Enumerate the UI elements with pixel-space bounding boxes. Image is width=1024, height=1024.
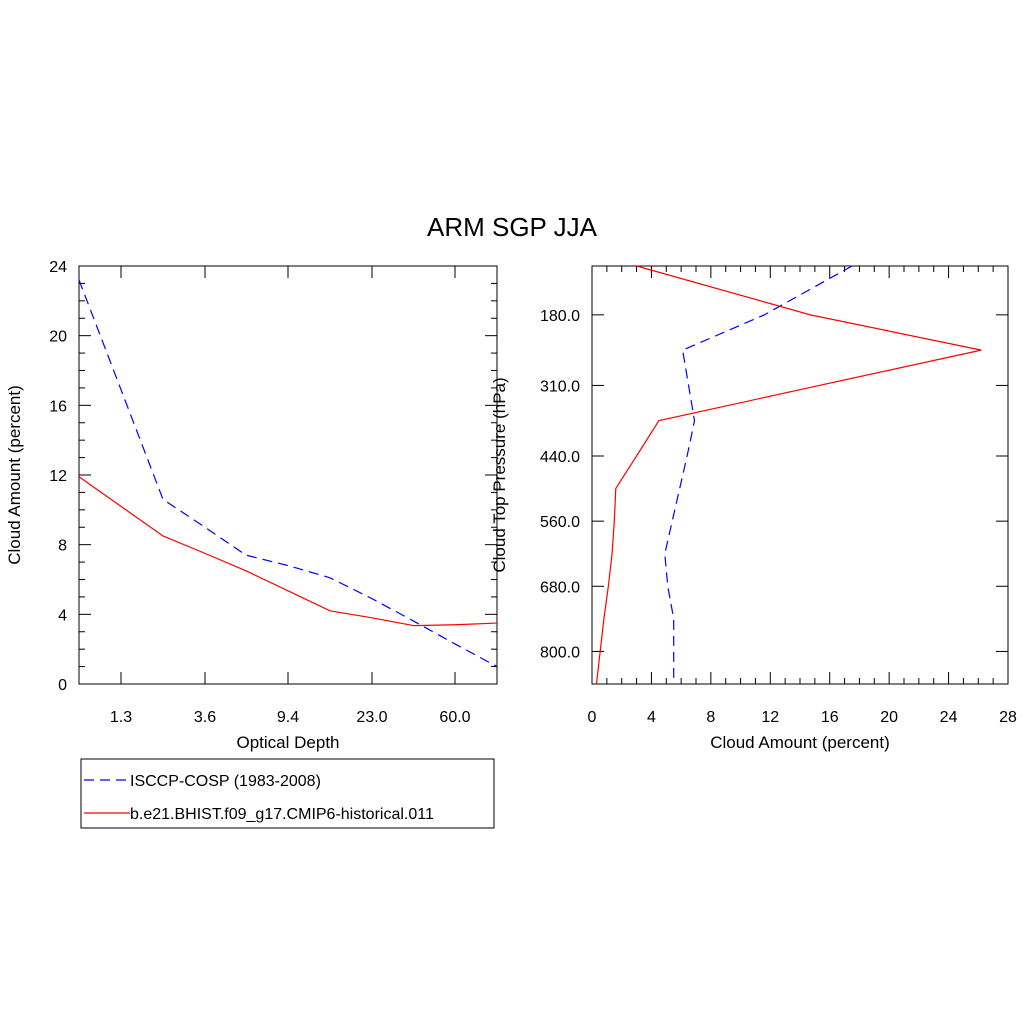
x-tick-label: 1.3 [110,709,132,726]
y-tick-label: 310.0 [540,378,580,395]
y-tick-label: 8 [58,538,67,555]
x-tick-label: 16 [821,709,839,726]
series-line-cmip6-historical [595,265,982,685]
y-tick-label: 440.0 [540,449,580,466]
x-tick-label: 20 [880,709,898,726]
x-axis-label: Optical Depth [237,733,340,752]
y-tick-label: 800.0 [540,644,580,661]
y-tick-label: 180.0 [540,308,580,325]
legend-label: ISCCP-COSP (1983-2008) [130,773,321,790]
plot-frame [78,265,498,685]
y-tick-label: 560.0 [540,514,580,531]
x-tick-label: 0 [588,709,597,726]
y-axis-label: Cloud Amount (percent) [5,385,24,565]
y-tick-label: 12 [49,468,67,485]
x-tick-label: 4 [647,709,656,726]
x-tick-label: 24 [940,709,958,726]
x-tick-label: 9.4 [277,709,299,726]
x-tick-label: 8 [706,709,715,726]
series-line-cmip6-historical [78,476,498,627]
y-tick-label: 0 [58,677,67,694]
y-tick-label: 16 [49,398,67,415]
y-axis-label: Cloud Top Pressure (hPa) [490,377,509,572]
y-tick-label: 24 [49,259,67,276]
y-tick-label: 4 [58,607,67,624]
optical-depth-panel: 1.3 3.6 9.4 23.0 60.0 0 4 8 12 16 20 24 Optical Dept… [5,259,498,752]
pressure-profile-panel: 0 4 8 12 16 20 24 28 180.0 310.0 440.0 560.0 680.0 80… [490,265,1017,752]
x-tick-label: 12 [761,709,779,726]
chart-title: ARM SGP JJA [427,212,598,242]
x-axis-label: Cloud Amount (percent) [710,733,890,752]
legend-label: b.e21.BHIST.f09_g17.CMIP6-historical.011 [130,806,434,823]
series-line-isccp-cosp [664,265,853,684]
x-tick-label: 28 [999,709,1017,726]
series-line-isccp-cosp [78,279,498,668]
y-tick-label: 20 [49,329,67,346]
x-tick-label: 3.6 [194,709,216,726]
legend-box [80,758,495,829]
x-tick-label: 60.0 [439,709,470,726]
plot-frame [591,265,1009,685]
x-tick-label: 23.0 [356,709,387,726]
legend: ISCCP-COSP (1983-2008) b.e21.BHIST.f09_g1… [80,758,495,829]
y-tick-label: 680.0 [540,579,580,596]
